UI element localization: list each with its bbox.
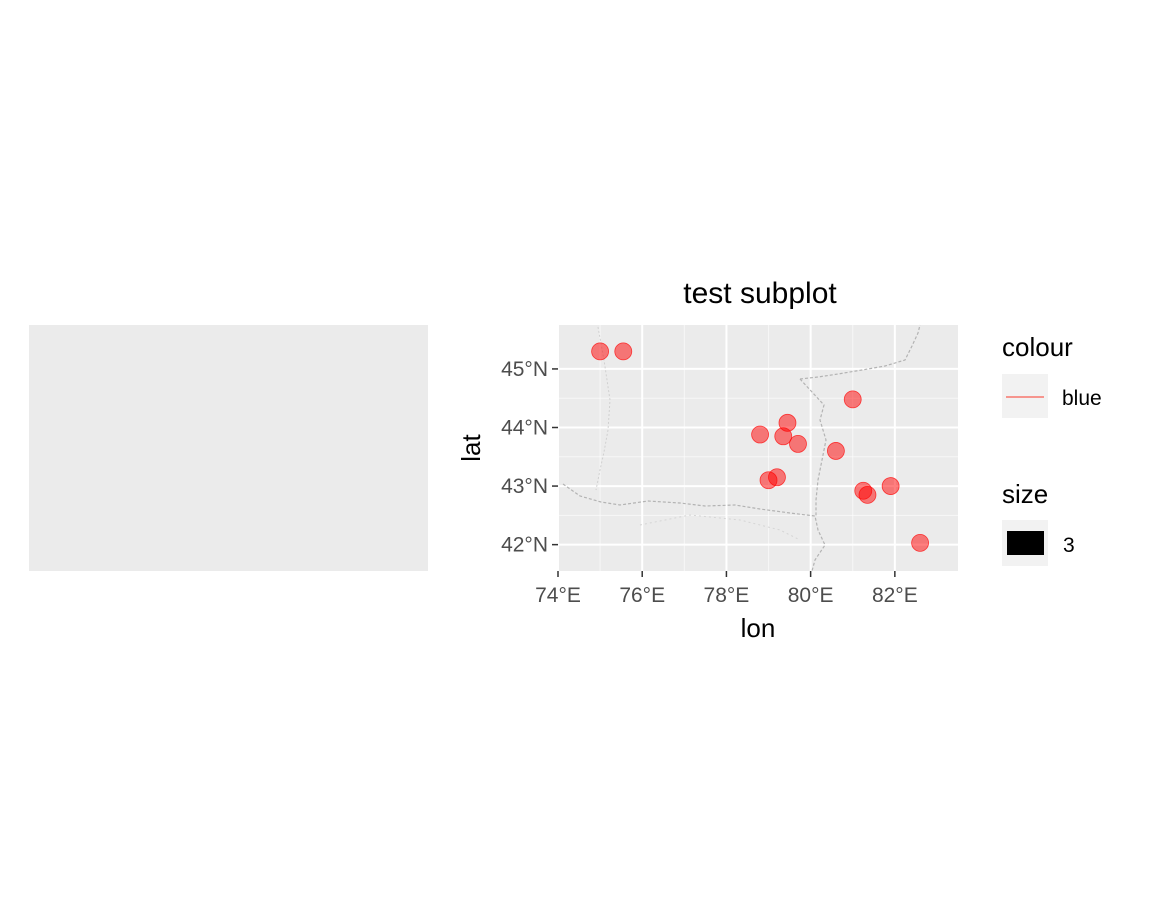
data-point — [881, 477, 900, 495]
border-line — [639, 514, 801, 541]
x-tick-label: 82°E — [872, 584, 918, 607]
data-point — [858, 485, 877, 504]
data-point — [591, 342, 610, 361]
legend-key-swatch — [1007, 531, 1044, 555]
axes: 74°E 76°E 78°E 80°E 82°E 42°N 43°N 44°N 45°N — [501, 358, 918, 607]
x-tick-label: 78°E — [704, 584, 750, 607]
legend-title-size: size — [1002, 479, 1048, 509]
border-line — [799, 324, 921, 380]
chart-title: test subplot — [683, 277, 837, 310]
x-tick-label: 80°E — [788, 584, 834, 607]
legend-label-colour: blue — [1062, 387, 1102, 410]
legend-label-size: 3 — [1063, 534, 1075, 557]
border-line — [595, 326, 611, 491]
data-point — [789, 434, 807, 453]
y-tick-label: 44°N — [501, 417, 548, 440]
data-point — [751, 425, 770, 444]
empty-left-panel — [29, 325, 428, 571]
data-point — [826, 442, 845, 460]
x-tick-label: 76°E — [619, 584, 665, 607]
data-point — [911, 533, 930, 552]
x-tick-label: 74°E — [535, 584, 581, 607]
data-point — [614, 342, 633, 361]
border-line — [562, 483, 826, 572]
x-axis-title: lon — [741, 613, 776, 643]
data-point — [774, 427, 793, 446]
map-borders — [562, 324, 921, 572]
plot-panel — [557, 324, 958, 572]
legend-key-colour — [1002, 374, 1048, 418]
y-axis-title: lat — [456, 433, 486, 461]
data-points — [591, 342, 930, 552]
data-point — [768, 468, 786, 487]
data-point — [843, 390, 862, 409]
y-tick-label: 42°N — [501, 534, 548, 557]
border-line — [799, 378, 827, 516]
y-tick-label: 45°N — [501, 358, 548, 381]
legend: colour blue size 3 — [1002, 332, 1102, 566]
y-tick-label: 43°N — [501, 475, 548, 498]
panel-background — [558, 325, 958, 571]
legend-title-colour: colour — [1002, 332, 1073, 362]
